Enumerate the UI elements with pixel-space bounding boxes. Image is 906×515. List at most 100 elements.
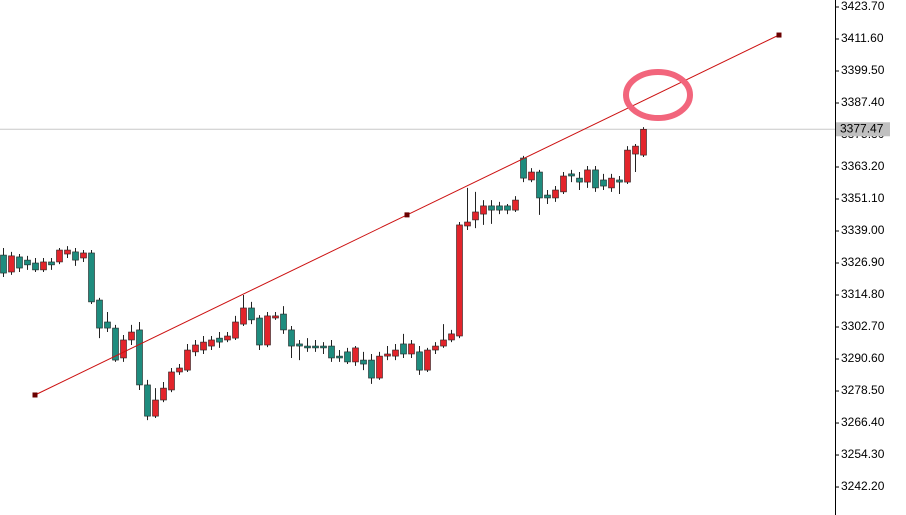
candle-body: [304, 345, 311, 349]
candle-body: [256, 317, 263, 346]
candle-body: [352, 347, 359, 363]
candle-body: [232, 321, 239, 339]
y-tick-label: 3278.50: [841, 383, 885, 397]
y-tick-label: 3423.70: [841, 0, 885, 13]
candle-body: [152, 399, 159, 417]
candle-body: [224, 335, 231, 341]
candle-body: [576, 177, 583, 183]
candle-body: [424, 349, 431, 371]
y-tick-label: 3387.40: [841, 95, 885, 109]
candle-body: [408, 343, 415, 355]
y-tick-label: 3351.10: [841, 191, 885, 205]
price-label-box: [836, 122, 890, 137]
candle-body: [584, 169, 591, 183]
candle-body: [104, 321, 111, 329]
candle-body: [520, 157, 527, 179]
candle-body: [216, 337, 223, 343]
y-tick-label: 3363.20: [841, 159, 885, 173]
candle-body: [192, 344, 199, 353]
candle-body: [416, 351, 423, 371]
candle-body: [456, 224, 463, 337]
candle-body: [0, 254, 7, 274]
candle-body: [384, 353, 391, 357]
candle-body: [560, 175, 567, 193]
candle-body: [32, 262, 39, 271]
candle-body: [176, 367, 183, 373]
candle-body: [80, 252, 87, 259]
candle-body: [128, 331, 135, 341]
y-tick-label: 3302.70: [841, 319, 885, 333]
candle-body: [264, 315, 271, 346]
y-tick-label: 3254.30: [841, 447, 885, 461]
candle-body: [24, 259, 31, 266]
candle-body: [328, 345, 335, 359]
trendline-anchor: [776, 32, 782, 38]
candle-body: [528, 171, 535, 181]
candle-body: [600, 179, 607, 187]
candle-body: [616, 179, 623, 183]
candle-body: [568, 173, 575, 177]
candle-body: [200, 341, 207, 351]
candle-body: [464, 221, 471, 227]
candle-body: [432, 345, 439, 351]
candle-body: [512, 199, 519, 211]
candle-body: [344, 351, 351, 363]
candle-body: [8, 255, 15, 273]
candle-body: [336, 355, 343, 359]
y-tick-label: 3326.90: [841, 255, 885, 269]
candle-body: [440, 339, 447, 347]
candle-body: [544, 194, 551, 199]
candle-body: [552, 189, 559, 199]
candle-body: [640, 128, 647, 156]
y-tick-label: 3290.60: [841, 351, 885, 365]
y-tick-label: 3339.00: [841, 223, 885, 237]
candle-body: [448, 333, 455, 341]
candle-body: [504, 205, 511, 211]
candle-body: [288, 329, 295, 347]
y-tick-label: 3314.80: [841, 287, 885, 301]
candle-body: [592, 169, 599, 189]
price-label: 3377.47: [840, 121, 884, 135]
candle-body: [240, 307, 247, 325]
candle-body: [312, 345, 319, 349]
candle-body: [72, 251, 79, 261]
candle-body: [88, 252, 95, 303]
highlight-circle: [623, 69, 693, 121]
candle-body: [64, 249, 71, 255]
candle-body: [376, 355, 383, 379]
candle-body: [296, 343, 303, 347]
candle-body: [272, 315, 279, 319]
candle-body: [248, 307, 255, 321]
candle-body: [280, 313, 287, 331]
y-tick-label: 3411.60: [841, 31, 884, 45]
candle-body: [160, 387, 167, 401]
candle-body: [136, 329, 143, 386]
candle-body: [56, 249, 63, 263]
candle-body: [480, 205, 487, 215]
candle-body: [488, 205, 495, 211]
y-tick-label: 3266.40: [841, 415, 885, 429]
candle-body: [368, 359, 375, 379]
plot-area: [0, 32, 835, 421]
candle-body: [48, 261, 55, 266]
candle-body: [392, 349, 399, 357]
candle-body: [144, 384, 151, 417]
trendline-anchor: [32, 392, 38, 398]
y-tick-label: 3399.50: [841, 63, 885, 77]
candle-body: [112, 327, 119, 361]
candle-body: [168, 371, 175, 391]
candle-body: [472, 211, 479, 221]
y-tick-label: 3242.20: [841, 479, 885, 493]
candle-body: [208, 339, 215, 347]
candle-body: [360, 359, 367, 365]
candle-body: [40, 261, 47, 271]
trendline-anchor: [404, 212, 410, 218]
candle-body: [624, 149, 631, 183]
candle-body: [16, 256, 23, 269]
candle-body: [496, 205, 503, 211]
candle-body: [536, 171, 543, 199]
candle-body: [184, 349, 191, 371]
candle-body: [400, 343, 407, 355]
